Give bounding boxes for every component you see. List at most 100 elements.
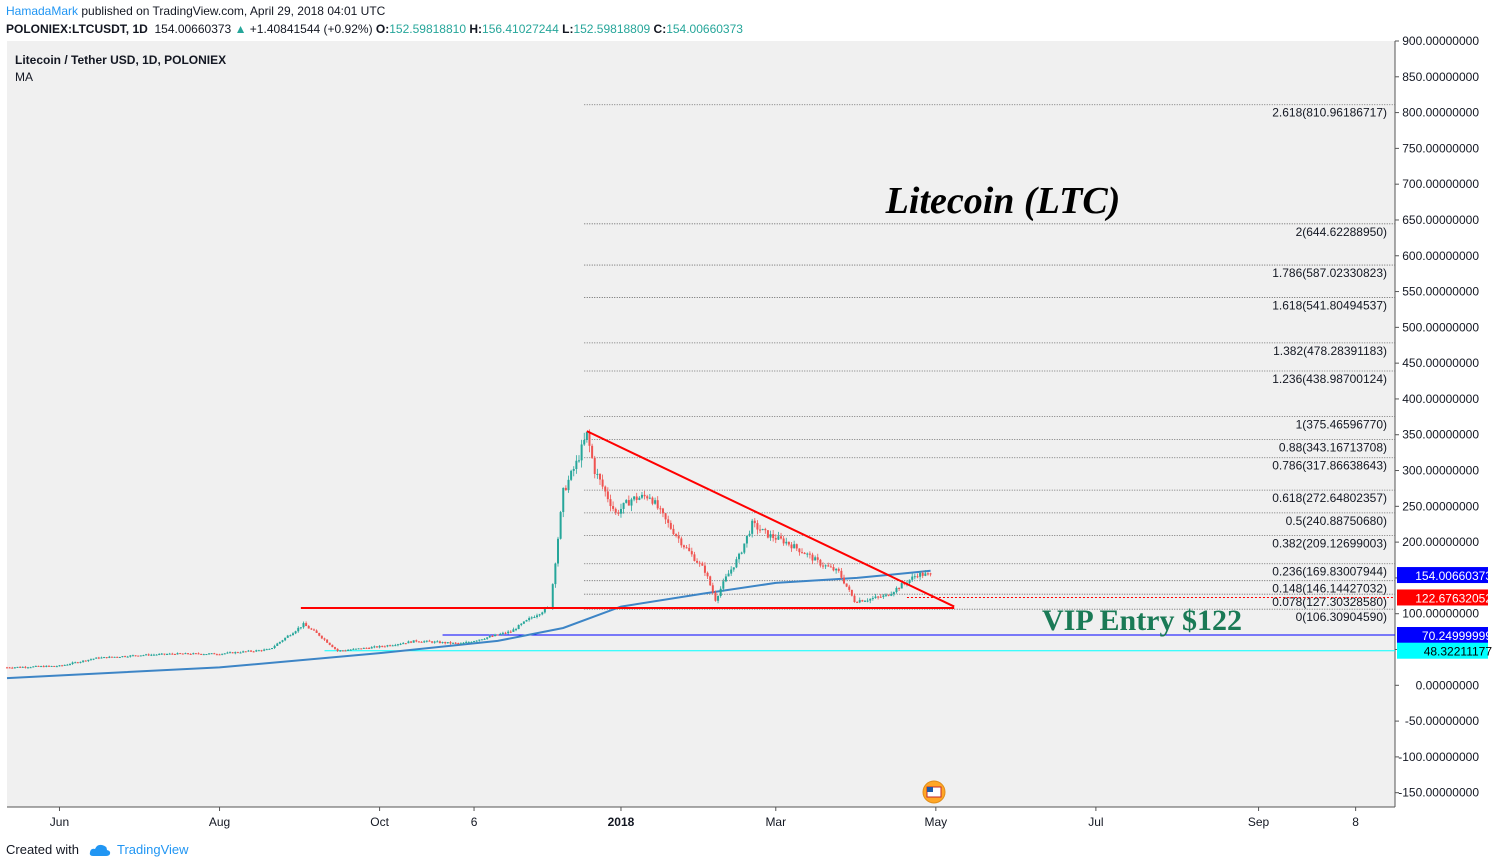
candle-body[interactable] [457, 643, 460, 645]
candle-body[interactable] [861, 600, 864, 602]
candle-body[interactable] [229, 652, 232, 654]
candle-body[interactable] [116, 656, 119, 658]
candle-body[interactable] [803, 552, 806, 555]
candle-body[interactable] [163, 653, 166, 655]
candle-body[interactable] [302, 623, 305, 628]
candle-body[interactable] [693, 554, 696, 561]
candle-body[interactable] [179, 653, 182, 655]
candle-body[interactable] [696, 560, 699, 563]
candle-body[interactable] [882, 595, 885, 597]
candle-body[interactable] [61, 665, 64, 667]
candle-body[interactable] [192, 653, 195, 655]
candle-body[interactable] [869, 598, 872, 601]
candle-body[interactable] [633, 496, 636, 500]
candle-body[interactable] [297, 627, 300, 632]
candle-body[interactable] [795, 544, 798, 549]
candle-body[interactable] [166, 654, 169, 656]
candle-body[interactable] [365, 647, 368, 649]
candle-body[interactable] [103, 657, 106, 659]
candle-body[interactable] [814, 557, 817, 561]
candle-body[interactable] [16, 666, 19, 668]
candle-body[interactable] [452, 642, 455, 644]
candle-body[interactable] [551, 584, 554, 608]
candle-body[interactable] [717, 596, 720, 601]
candle-body[interactable] [134, 655, 137, 657]
candle-body[interactable] [567, 479, 570, 491]
candle-body[interactable] [92, 658, 95, 660]
candle-body[interactable] [294, 631, 297, 634]
candle-body[interactable] [431, 641, 434, 643]
candle-body[interactable] [404, 643, 407, 645]
candle-body[interactable] [583, 439, 586, 445]
candle-body[interactable] [703, 565, 706, 573]
candle-body[interactable] [105, 657, 108, 659]
candle-body[interactable] [782, 538, 785, 544]
candle-body[interactable] [257, 650, 260, 652]
candle-body[interactable] [701, 563, 704, 566]
candle-body[interactable] [640, 494, 643, 498]
candle-body[interactable] [417, 641, 420, 643]
candle-body[interactable] [21, 666, 24, 668]
candle-body[interactable] [892, 592, 895, 595]
candle-body[interactable] [8, 667, 11, 669]
candle-body[interactable] [210, 653, 213, 655]
candle-body[interactable] [402, 643, 405, 645]
candle-body[interactable] [478, 639, 481, 641]
candle-body[interactable] [323, 638, 326, 640]
candle-body[interactable] [499, 633, 502, 635]
candle-body[interactable] [26, 667, 29, 669]
candle-body[interactable] [357, 648, 360, 650]
candle-body[interactable] [454, 642, 457, 644]
candle-body[interactable] [559, 512, 562, 539]
candle-body[interactable] [389, 645, 392, 647]
candle-body[interactable] [919, 572, 922, 577]
candle-body[interactable] [761, 528, 764, 531]
candle-body[interactable] [187, 653, 190, 655]
candle-body[interactable] [370, 647, 373, 649]
candle-body[interactable] [142, 655, 145, 657]
candle-body[interactable] [743, 543, 746, 553]
candle-body[interactable] [827, 565, 830, 567]
candle-body[interactable] [480, 639, 483, 641]
candle-body[interactable] [562, 487, 565, 513]
candle-body[interactable] [189, 653, 192, 655]
candle-body[interactable] [53, 665, 56, 667]
candle-body[interactable] [625, 500, 628, 503]
candle-body[interactable] [473, 641, 476, 643]
candle-body[interactable] [533, 617, 536, 619]
candle-body[interactable] [129, 655, 132, 657]
candle-body[interactable] [848, 586, 851, 590]
candle-body[interactable] [751, 520, 754, 534]
candle-body[interactable] [475, 640, 478, 642]
candle-body[interactable] [89, 659, 92, 661]
candle-body[interactable] [756, 523, 759, 530]
candle-body[interactable] [669, 522, 672, 529]
candle-body[interactable] [145, 654, 148, 656]
candle-body[interactable] [260, 650, 263, 652]
candle-body[interactable] [501, 632, 504, 634]
candle-body[interactable] [596, 473, 599, 475]
candle-body[interactable] [635, 496, 638, 500]
candle-body[interactable] [226, 652, 229, 654]
candle-body[interactable] [835, 568, 838, 571]
candle-body[interactable] [494, 634, 497, 637]
candle-body[interactable] [231, 652, 234, 654]
candle-body[interactable] [360, 648, 363, 650]
candle-body[interactable] [50, 665, 53, 667]
candle-body[interactable] [664, 513, 667, 520]
candle-body[interactable] [394, 645, 397, 647]
candle-body[interactable] [769, 534, 772, 538]
candle-body[interactable] [415, 640, 418, 642]
candle-body[interactable] [197, 653, 200, 655]
candle-body[interactable] [685, 547, 688, 549]
candle-body[interactable] [268, 648, 271, 650]
candle-body[interactable] [250, 650, 253, 652]
candle-body[interactable] [218, 654, 221, 656]
candle-body[interactable] [305, 623, 308, 627]
candle-body[interactable] [147, 654, 150, 656]
candle-body[interactable] [856, 602, 859, 604]
candle-body[interactable] [100, 657, 103, 659]
candle-body[interactable] [777, 536, 780, 540]
candle-body[interactable] [724, 576, 727, 582]
